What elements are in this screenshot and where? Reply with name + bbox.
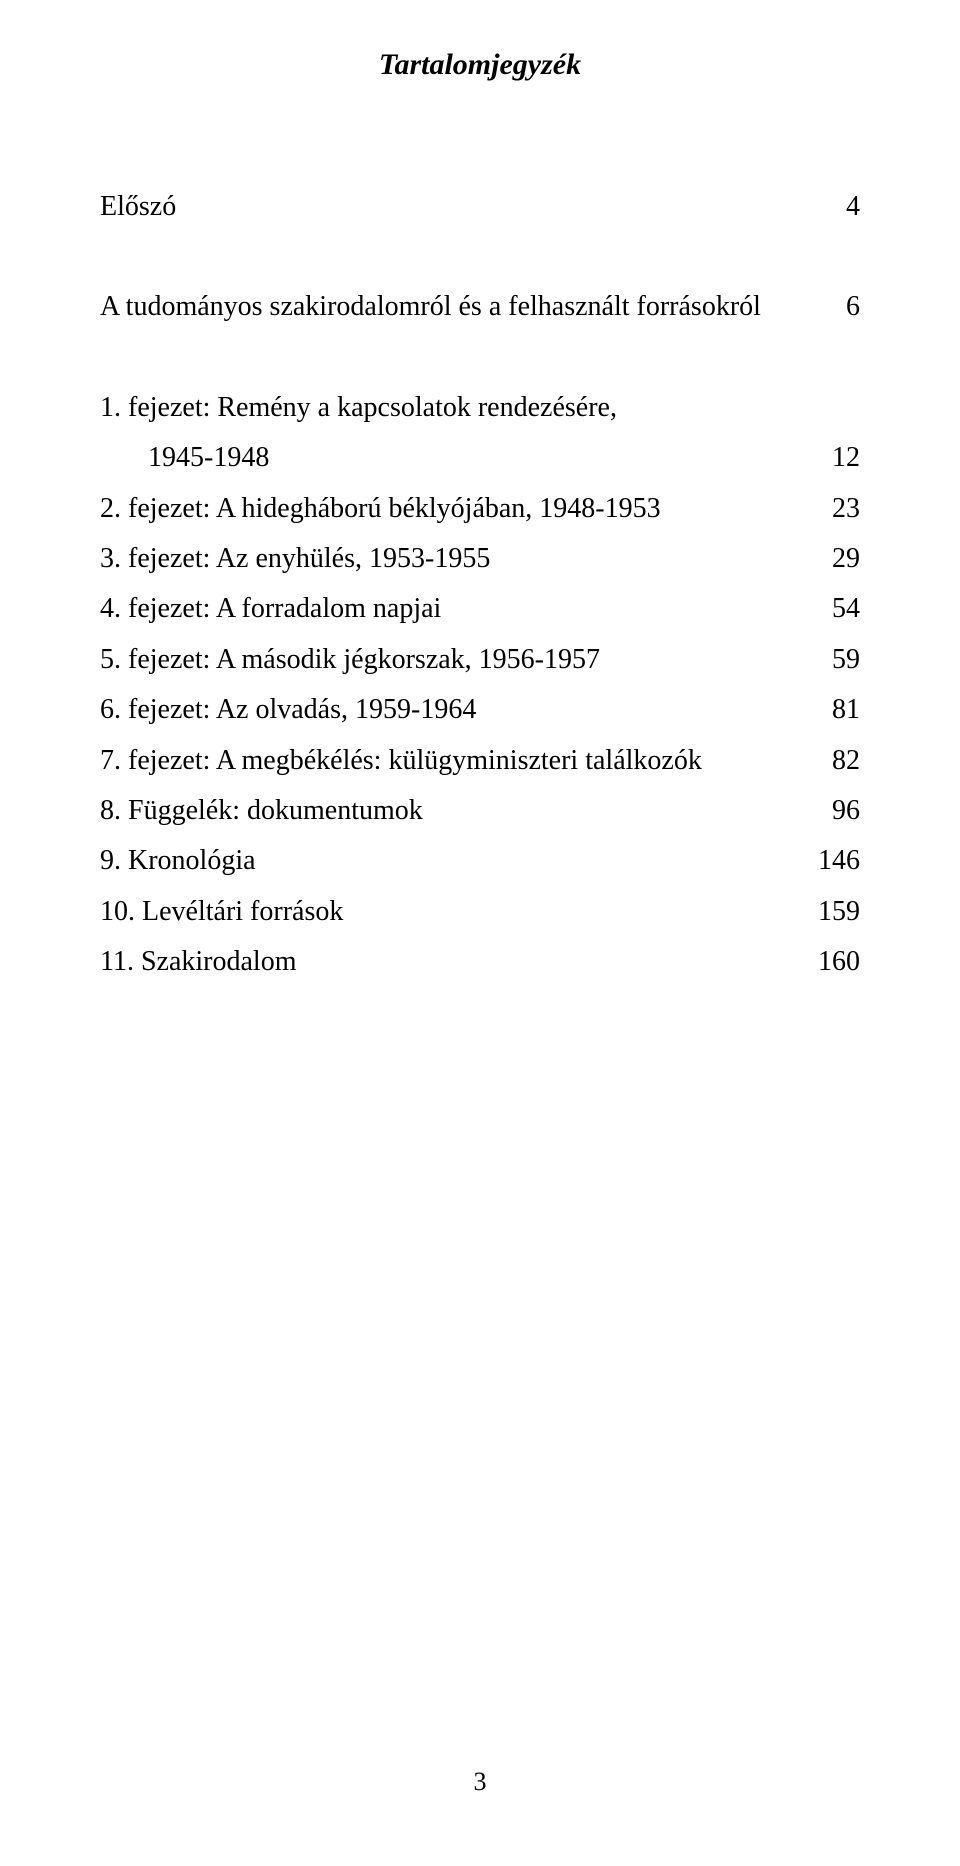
toc-row: Előszó4 — [100, 182, 860, 232]
toc-entry-page: 29 — [810, 534, 860, 584]
toc-row: 1. fejezet: Remény a kapcsolatok rendezé… — [100, 383, 860, 433]
toc-entry-page: 160 — [810, 937, 860, 987]
toc-entry-label: 1945-1948 — [100, 433, 810, 483]
toc-entry-label: 3. fejezet: Az enyhülés, 1953-1955 — [100, 534, 810, 584]
toc-entry-label: 4. fejezet: A forradalom napjai — [100, 584, 810, 634]
toc-row: 1945-194812 — [100, 433, 860, 483]
toc-row: 10. Levéltári források159 — [100, 887, 860, 937]
toc-entry-page: 82 — [810, 736, 860, 786]
toc-row: 2. fejezet: A hidegháború béklyójában, 1… — [100, 484, 860, 534]
toc-row: 7. fejezet: A megbékélés: külügyminiszte… — [100, 736, 860, 786]
toc-entry-page: 23 — [810, 484, 860, 534]
page-number-footer: 3 — [0, 1759, 960, 1806]
toc-row: 5. fejezet: A második jégkorszak, 1956-1… — [100, 635, 860, 685]
toc-entry-page: 12 — [810, 433, 860, 483]
toc-entry-label: 8. Függelék: dokumentumok — [100, 786, 810, 836]
toc-entry-page: 159 — [810, 887, 860, 937]
toc-entry-page: 96 — [810, 786, 860, 836]
document-page: Tartalomjegyzék Előszó4A tudományos szak… — [0, 0, 960, 1866]
toc-row: 3. fejezet: Az enyhülés, 1953-195529 — [100, 534, 860, 584]
toc-entry-label: 5. fejezet: A második jégkorszak, 1956-1… — [100, 635, 810, 685]
toc-entry-label: Előszó — [100, 182, 810, 232]
toc-entry-page: 146 — [810, 836, 860, 886]
toc-entry-label: A tudományos szakirodalomról és a felhas… — [100, 282, 810, 332]
toc-row: A tudományos szakirodalomról és a felhas… — [100, 282, 860, 332]
toc-entry-label: 1. fejezet: Remény a kapcsolatok rendezé… — [100, 383, 810, 433]
toc-entry-label: 2. fejezet: A hidegháború béklyójában, 1… — [100, 484, 810, 534]
toc-entry-page: 59 — [810, 635, 860, 685]
toc-body: Előszó4A tudományos szakirodalomról és a… — [100, 182, 860, 987]
toc-row: 9. Kronológia146 — [100, 836, 860, 886]
toc-entry-label: 6. fejezet: Az olvadás, 1959-1964 — [100, 685, 810, 735]
toc-entry-label: 10. Levéltári források — [100, 887, 810, 937]
toc-entry-label: 7. fejezet: A megbékélés: külügyminiszte… — [100, 736, 810, 786]
toc-entry-label: 9. Kronológia — [100, 836, 810, 886]
toc-entry-page: 81 — [810, 685, 860, 735]
toc-row: 6. fejezet: Az olvadás, 1959-196481 — [100, 685, 860, 735]
toc-title: Tartalomjegyzék — [100, 38, 860, 92]
toc-entry-page: 6 — [810, 282, 860, 332]
toc-entry-page: 54 — [810, 584, 860, 634]
toc-row: 11. Szakirodalom160 — [100, 937, 860, 987]
toc-entry-label: 11. Szakirodalom — [100, 937, 810, 987]
toc-entry-page: 4 — [810, 182, 860, 232]
toc-row: 8. Függelék: dokumentumok96 — [100, 786, 860, 836]
toc-row: 4. fejezet: A forradalom napjai54 — [100, 584, 860, 634]
